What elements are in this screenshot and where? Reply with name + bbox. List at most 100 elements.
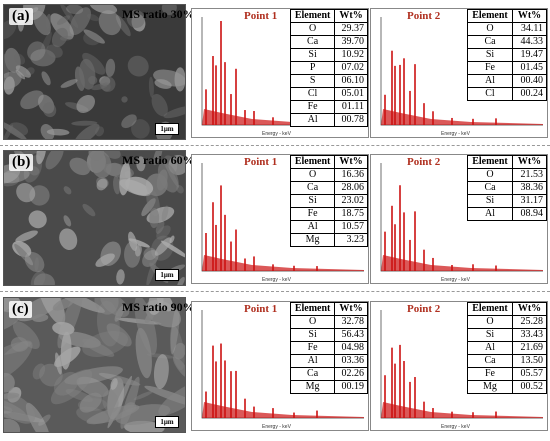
table-header-row: Element Wt% bbox=[467, 302, 547, 316]
table-row: Al 08.94 bbox=[467, 207, 547, 221]
wt-cell: 04.98 bbox=[334, 341, 368, 355]
spectrum-x-label: Energy - keV bbox=[441, 424, 470, 430]
point-label: Point 2 bbox=[407, 156, 441, 168]
point-label: Point 2 bbox=[407, 303, 441, 315]
table-row: Si 19.47 bbox=[467, 48, 547, 62]
eds-spectrum-1: Energy - keV Point 1 Element Wt% O 29.37 Ca 39.… bbox=[191, 8, 369, 138]
element-cell: O bbox=[289, 315, 336, 329]
element-cell: Fe bbox=[289, 207, 336, 221]
element-cell: Si bbox=[289, 194, 336, 208]
panel-separator bbox=[0, 291, 550, 293]
wt-cell: 13.50 bbox=[511, 354, 547, 368]
element-cell: Ca bbox=[467, 354, 513, 368]
table-row: Fe 01.11 bbox=[289, 100, 368, 114]
table-row: Fe 04.98 bbox=[289, 341, 368, 355]
table-row: Ca 02.26 bbox=[289, 367, 368, 381]
composition-table: Element Wt% O 21.53 Ca 38.36 Si 31.17 Al 08.94 bbox=[467, 155, 547, 221]
wt-cell: 00.52 bbox=[511, 380, 547, 394]
wt-cell: 00.78 bbox=[334, 113, 368, 127]
wt-header: Wt% bbox=[334, 155, 368, 169]
wt-cell: 38.36 bbox=[511, 181, 547, 195]
point-label: Point 1 bbox=[244, 156, 278, 168]
wt-cell: 39.70 bbox=[334, 35, 368, 49]
table-row: Ca 28.06 bbox=[289, 181, 368, 195]
element-cell: Ca bbox=[467, 35, 513, 49]
panel-label: (b) bbox=[9, 154, 34, 171]
spectrum-plot bbox=[201, 17, 364, 126]
panel-separator bbox=[0, 145, 550, 147]
point-label: Point 1 bbox=[244, 303, 278, 315]
spectrum-plot bbox=[380, 310, 543, 419]
spectrum-background bbox=[381, 255, 543, 271]
table-row: O 21.53 bbox=[467, 168, 547, 182]
wt-cell: 23.02 bbox=[334, 194, 368, 208]
table-header-row: Element Wt% bbox=[289, 155, 368, 169]
wt-cell: 01.11 bbox=[334, 100, 368, 114]
wt-cell: 28.06 bbox=[334, 181, 368, 195]
table-header-row: Element Wt% bbox=[467, 155, 547, 169]
element-cell: Si bbox=[289, 328, 336, 342]
element-cell: Fe bbox=[289, 341, 336, 355]
spectrum-x-label: Energy - keV bbox=[441, 277, 470, 283]
panel-2: (c) 1μm MS ratio 90% Energy - keV Point 1 Ele… bbox=[0, 295, 550, 434]
wt-cell: 34.11 bbox=[511, 22, 547, 36]
table-row: Fe 05.57 bbox=[467, 367, 547, 381]
table-row: Cl 00.24 bbox=[467, 87, 547, 101]
ms-ratio-label: MS ratio 30% bbox=[122, 7, 195, 21]
scale-bar: 1μm bbox=[155, 123, 179, 135]
composition-table: Element Wt% O 16.36 Ca 28.06 Si 23.02 Fe 18.75 Al 1… bbox=[289, 155, 368, 247]
table-row: Mg 00.52 bbox=[467, 380, 547, 394]
wt-cell: 32.78 bbox=[334, 315, 368, 329]
element-header: Element bbox=[467, 9, 513, 23]
ms-ratio-label: MS ratio 60% bbox=[122, 153, 195, 167]
panel-label: (a) bbox=[9, 8, 33, 25]
element-cell: Al bbox=[467, 207, 513, 221]
table-row: Ca 44.33 bbox=[467, 35, 547, 49]
wt-header: Wt% bbox=[511, 155, 547, 169]
table-row: Ca 39.70 bbox=[289, 35, 368, 49]
element-cell: Cl bbox=[289, 87, 336, 101]
element-cell: Al bbox=[289, 354, 336, 368]
table-row: Ca 38.36 bbox=[467, 181, 547, 195]
element-cell: Ca bbox=[467, 181, 513, 195]
spectrum-plot bbox=[201, 163, 364, 272]
spectrum-plot bbox=[380, 163, 543, 272]
wt-cell: 16.36 bbox=[334, 168, 368, 182]
spectrum-x-label: Energy - keV bbox=[262, 424, 291, 430]
ms-ratio-label: MS ratio 90% bbox=[122, 300, 195, 314]
element-cell: Si bbox=[289, 48, 336, 62]
element-cell: Fe bbox=[467, 61, 513, 75]
table-row: Al 00.40 bbox=[467, 74, 547, 88]
element-cell: O bbox=[467, 315, 513, 329]
wt-header: Wt% bbox=[511, 302, 547, 316]
wt-cell: 3.23 bbox=[334, 233, 368, 247]
table-header-row: Element Wt% bbox=[289, 302, 368, 316]
table-row: O 25.28 bbox=[467, 315, 547, 329]
spectrum-x-label: Energy - keV bbox=[441, 131, 470, 137]
wt-cell: 07.02 bbox=[334, 61, 368, 75]
wt-cell: 21.53 bbox=[511, 168, 547, 182]
wt-cell: 29.37 bbox=[334, 22, 368, 36]
table-row: Si 10.92 bbox=[289, 48, 368, 62]
wt-cell: 33.43 bbox=[511, 328, 547, 342]
element-cell: P bbox=[289, 61, 336, 75]
element-cell: Al bbox=[467, 74, 513, 88]
sem-image: (a) 1μm bbox=[3, 4, 186, 140]
table-row: Si 56.43 bbox=[289, 328, 368, 342]
element-cell: Al bbox=[289, 113, 336, 127]
table-row: Al 10.57 bbox=[289, 220, 368, 234]
wt-header: Wt% bbox=[511, 9, 547, 23]
spectrum-background bbox=[202, 255, 364, 271]
element-cell: Mg bbox=[289, 233, 336, 247]
spectrum-plot bbox=[380, 17, 543, 126]
table-row: Mg 00.19 bbox=[289, 380, 368, 394]
sem-texture bbox=[4, 151, 185, 285]
scale-bar: 1μm bbox=[155, 416, 179, 428]
eds-spectrum-2: Energy - keV Point 2 Element Wt% O 25.28 Si 33.… bbox=[370, 301, 548, 431]
wt-cell: 21.69 bbox=[511, 341, 547, 355]
sem-image: (c) 1μm bbox=[3, 297, 186, 433]
spectrum-background bbox=[202, 402, 364, 418]
wt-cell: 00.40 bbox=[511, 74, 547, 88]
element-cell: Al bbox=[467, 341, 513, 355]
element-header: Element bbox=[289, 155, 336, 169]
